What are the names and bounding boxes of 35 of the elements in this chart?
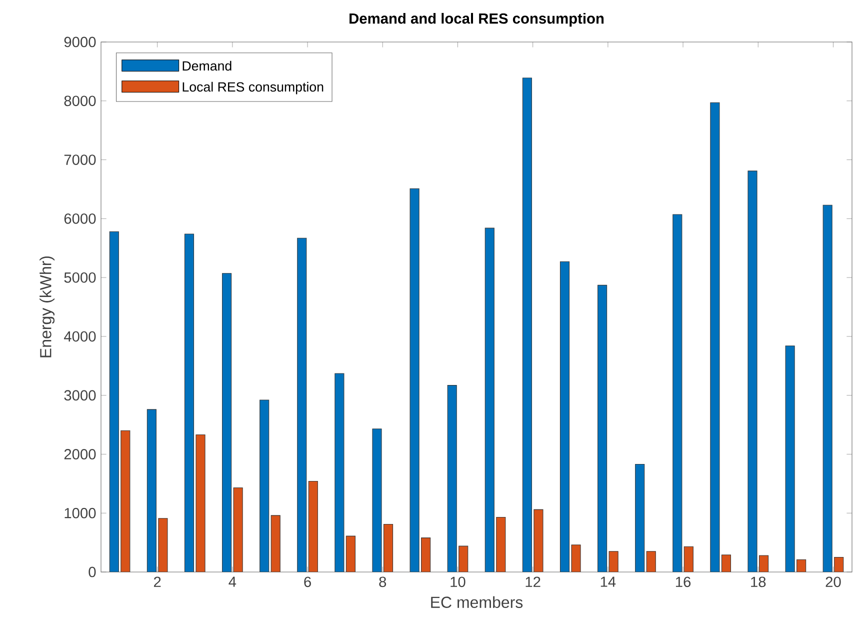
y-tick-label: 1000 (64, 508, 96, 518)
bar (672, 214, 682, 572)
legend-label: Demand (182, 60, 232, 71)
y-tick-label: 3000 (64, 390, 96, 401)
bar (834, 556, 844, 572)
bar (822, 204, 832, 572)
bar (646, 551, 656, 572)
y-axis-title: Energy (kWhr) (40, 256, 55, 358)
x-tick-label: 10 (450, 576, 466, 588)
bar (684, 546, 694, 572)
x-tick-label: 16 (676, 576, 691, 588)
bar (297, 238, 307, 572)
y-tick-label: 8000 (64, 96, 96, 106)
x-tick-label: 20 (826, 576, 841, 588)
x-tick-label: 14 (600, 576, 616, 587)
y-tick-label: 5000 (64, 272, 96, 283)
bar (270, 515, 280, 572)
y-tick-label: 4000 (64, 331, 96, 342)
x-tick-label: 6 (304, 576, 311, 588)
x-tick-label: 18 (751, 576, 766, 588)
bar (260, 400, 270, 572)
legend-label: Local RES consumption (182, 82, 324, 94)
chart-title: Demand and local RES consumption (350, 12, 604, 27)
x-tick-label: 4 (228, 576, 236, 587)
y-tick-label: 2000 (64, 449, 96, 460)
bar (308, 481, 318, 572)
y-tick-label: 7000 (64, 154, 96, 165)
x-axis-title: EC members (431, 596, 523, 608)
y-tick-label: 0 (88, 566, 96, 578)
x-tick-label: 2 (154, 576, 161, 587)
x-tick-label: 8 (379, 576, 386, 588)
y-tick-label: 9000 (64, 36, 96, 48)
y-tick-label: 6000 (64, 213, 96, 224)
x-tick-label: 12 (526, 576, 540, 587)
bar (635, 464, 645, 572)
